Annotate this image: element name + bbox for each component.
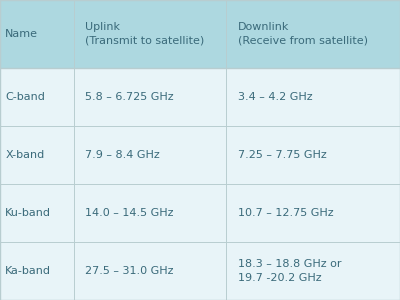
Text: 10.7 – 12.75 GHz: 10.7 – 12.75 GHz [238,208,334,218]
Text: Downlink
(Receive from satellite): Downlink (Receive from satellite) [238,22,368,46]
Text: Ka-band: Ka-band [5,266,51,276]
Bar [0,0,74,68]
Bar [0,126,74,184]
Bar [226,242,400,300]
Bar [0,68,74,126]
Text: 14.0 – 14.5 GHz: 14.0 – 14.5 GHz [85,208,173,218]
Text: 7.9 – 8.4 GHz: 7.9 – 8.4 GHz [85,150,159,160]
Text: Ku-band: Ku-band [5,208,51,218]
Text: 27.5 – 31.0 GHz: 27.5 – 31.0 GHz [85,266,173,276]
Bar [0,184,74,242]
Bar [226,68,400,126]
Text: C-band: C-band [5,92,45,102]
Text: 5.8 – 6.725 GHz: 5.8 – 6.725 GHz [85,92,173,102]
Bar [74,68,226,126]
Text: 7.25 – 7.75 GHz: 7.25 – 7.75 GHz [238,150,327,160]
Bar [226,184,400,242]
Text: X-band: X-band [5,150,44,160]
Bar [226,126,400,184]
Bar [226,0,400,68]
Bar [74,126,226,184]
Bar [0,242,74,300]
Text: 18.3 – 18.8 GHz or
19.7 -20.2 GHz: 18.3 – 18.8 GHz or 19.7 -20.2 GHz [238,259,342,283]
Bar [74,242,226,300]
Text: Name: Name [5,29,38,39]
Text: Uplink
(Transmit to satellite): Uplink (Transmit to satellite) [85,22,204,46]
Bar [74,184,226,242]
Bar [74,0,226,68]
Text: 3.4 – 4.2 GHz: 3.4 – 4.2 GHz [238,92,313,102]
